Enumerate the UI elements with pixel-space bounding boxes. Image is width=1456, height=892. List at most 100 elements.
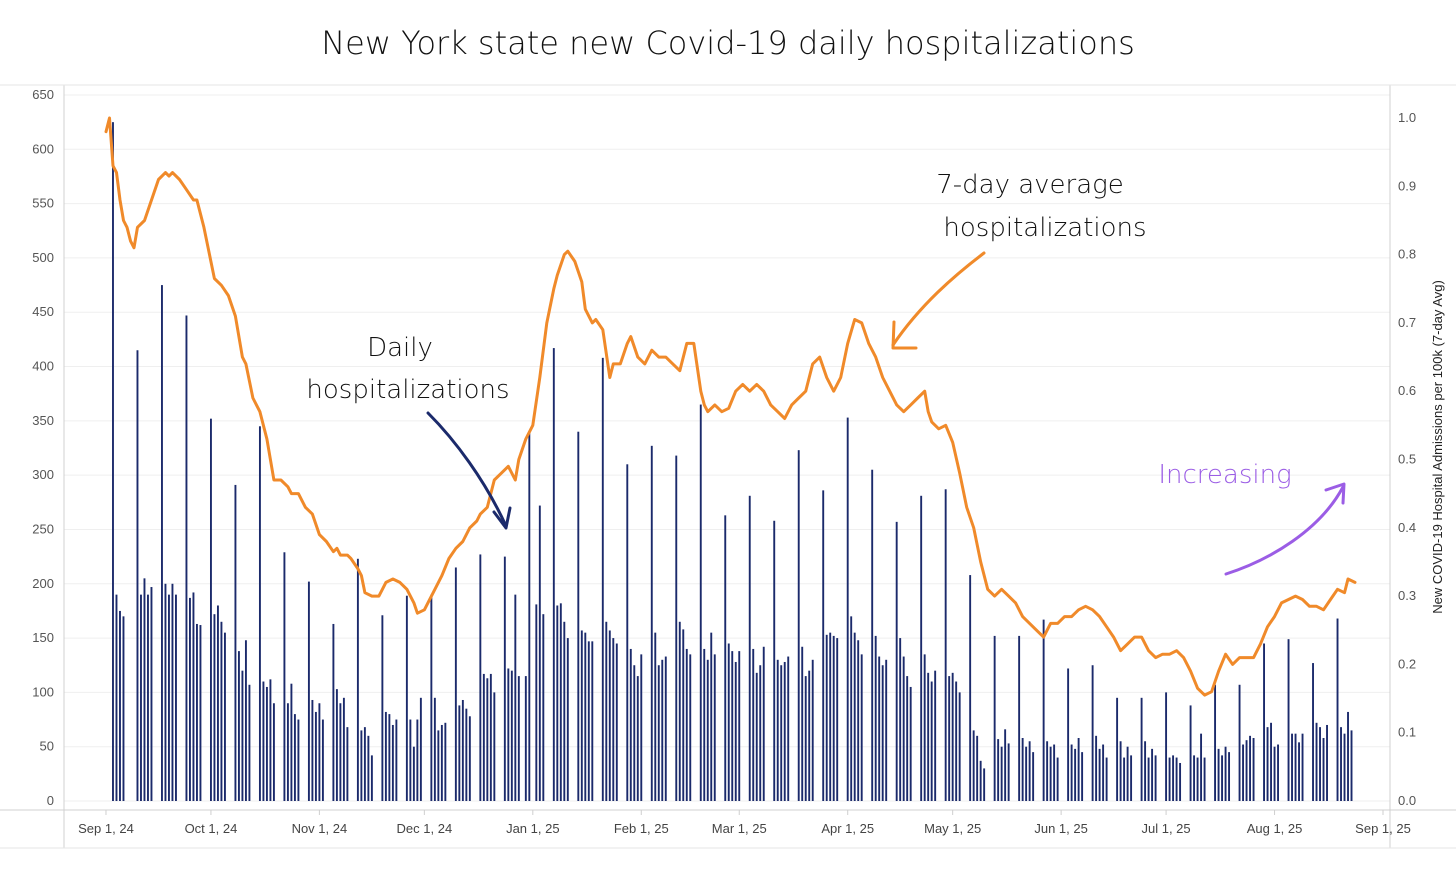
left-tick-label: 650 bbox=[32, 87, 54, 102]
daily-bar bbox=[430, 594, 433, 801]
daily-bar bbox=[783, 661, 786, 801]
daily-arrow bbox=[426, 411, 508, 528]
daily-bar bbox=[258, 426, 261, 801]
daily-bar bbox=[150, 587, 153, 801]
daily-bar bbox=[405, 595, 408, 801]
daily-bar bbox=[237, 651, 240, 801]
daily-bar bbox=[147, 594, 149, 801]
daily-bar bbox=[1179, 762, 1182, 801]
daily-bar bbox=[703, 648, 706, 801]
daily-bar bbox=[776, 659, 779, 801]
daily-bar bbox=[433, 697, 436, 801]
avg-arrow-head bbox=[891, 320, 918, 350]
daily-bar bbox=[119, 610, 121, 801]
daily-bar bbox=[395, 719, 398, 801]
daily-bar bbox=[958, 692, 961, 801]
daily-bar bbox=[514, 594, 517, 801]
x-tick-label: May 1, 25 bbox=[924, 821, 981, 836]
daily-bar bbox=[1046, 741, 1049, 801]
daily-bar bbox=[1067, 668, 1070, 801]
daily-bar bbox=[416, 719, 419, 801]
daily-bar bbox=[339, 703, 342, 801]
daily-bar bbox=[1081, 752, 1084, 801]
right-tick-label: 0.9 bbox=[1398, 178, 1416, 193]
daily-bar bbox=[902, 656, 905, 801]
daily-bar bbox=[556, 605, 559, 801]
daily-bar bbox=[654, 632, 657, 801]
daily-bar bbox=[1098, 748, 1101, 801]
daily-bars bbox=[112, 122, 1353, 802]
daily-bar bbox=[161, 285, 163, 802]
daily-bar bbox=[1273, 746, 1276, 801]
right-axis-label: New COVID-19 Hospital Admissions per 100… bbox=[1430, 280, 1445, 614]
x-tick-label: Feb 1, 25 bbox=[614, 821, 669, 836]
daily-bar bbox=[724, 515, 727, 801]
daily-bar bbox=[503, 556, 506, 801]
daily-bar bbox=[1025, 746, 1028, 801]
daily-bar bbox=[734, 661, 737, 801]
daily-bar bbox=[112, 122, 114, 801]
x-tick-label: Sep 1, 25 bbox=[1355, 821, 1411, 836]
daily-bar bbox=[1200, 733, 1203, 801]
daily-bar bbox=[213, 614, 216, 801]
daily-bar bbox=[955, 681, 958, 801]
annotation-daily-text: hospitalizations bbox=[306, 375, 509, 405]
daily-bar bbox=[969, 575, 972, 801]
daily-bar bbox=[493, 692, 496, 801]
daily-bar bbox=[1130, 755, 1133, 801]
daily-bar bbox=[220, 621, 223, 801]
daily-bar bbox=[657, 665, 660, 801]
daily-bar bbox=[535, 604, 538, 801]
daily-bar bbox=[860, 654, 863, 801]
daily-bar bbox=[601, 357, 604, 801]
daily-bar bbox=[566, 638, 569, 801]
daily-bar bbox=[605, 621, 608, 801]
daily-bar bbox=[286, 703, 289, 801]
daily-bar bbox=[458, 705, 461, 801]
daily-bar bbox=[384, 711, 387, 801]
right-axis-ticks: 0.0 0.1 0.2 0.3 0.4 0.5 0.6 0.7 0.8 0.9 1.0 bbox=[1398, 110, 1416, 808]
daily-bar bbox=[626, 464, 629, 801]
right-tick-label: 0.3 bbox=[1398, 588, 1416, 603]
daily-bar bbox=[1032, 752, 1035, 801]
daily-bar bbox=[636, 676, 639, 801]
daily-bar bbox=[822, 490, 825, 801]
right-tick-label: 0.7 bbox=[1398, 315, 1416, 330]
daily-bar bbox=[538, 505, 541, 801]
daily-bar bbox=[881, 665, 884, 801]
daily-bar bbox=[234, 484, 237, 801]
daily-bar bbox=[808, 670, 811, 801]
daily-bar bbox=[825, 634, 828, 801]
left-tick-label: 0 bbox=[47, 793, 54, 808]
daily-bar bbox=[944, 489, 947, 801]
avg-arrow bbox=[891, 251, 986, 347]
daily-bar bbox=[857, 640, 860, 801]
annotation-avg-text: hospitalizations bbox=[943, 213, 1146, 243]
daily-bar bbox=[1175, 757, 1178, 801]
daily-bar bbox=[846, 417, 849, 801]
daily-bar bbox=[920, 495, 923, 801]
daily-bar bbox=[524, 676, 527, 801]
right-tick-label: 0.2 bbox=[1398, 656, 1416, 671]
daily-bar bbox=[927, 672, 930, 801]
daily-bar bbox=[216, 605, 219, 801]
daily-bar bbox=[1347, 711, 1349, 801]
increasing-arrow-head bbox=[1324, 482, 1346, 505]
daily-bar bbox=[363, 727, 366, 801]
daily-bar bbox=[997, 739, 1000, 801]
x-axis-ticks: Sep 1, 24 Oct 1, 24 Nov 1, 24 Dec 1, 24 Jan … bbox=[78, 810, 1411, 836]
daily-bar bbox=[479, 554, 482, 801]
daily-bar bbox=[1196, 757, 1199, 801]
daily-bar bbox=[1168, 757, 1171, 801]
daily-bar bbox=[983, 768, 986, 801]
daily-bar bbox=[412, 746, 415, 801]
daily-bar bbox=[584, 632, 587, 801]
daily-bar bbox=[934, 670, 937, 801]
daily-bar bbox=[650, 445, 653, 801]
daily-bar bbox=[209, 418, 212, 801]
daily-bar bbox=[1298, 742, 1300, 801]
left-tick-label: 150 bbox=[32, 630, 54, 645]
daily-bar bbox=[1021, 738, 1024, 801]
